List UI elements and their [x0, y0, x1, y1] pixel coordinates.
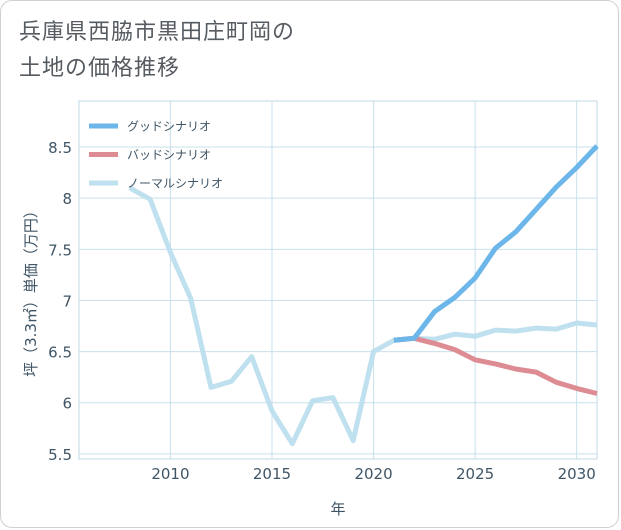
series-line-2	[393, 335, 598, 396]
y-tick-label: 7.5	[48, 241, 72, 259]
series-group	[128, 144, 599, 447]
y-tick-label: 5.5	[48, 446, 72, 464]
x-tick-label: 2030	[558, 465, 596, 483]
y-axis-ticks: 5.5 6 6.5 7 7.5 8 8.5	[48, 139, 72, 464]
title-line-1: 兵庫県西脇市黒田庄町岡の	[19, 20, 296, 45]
x-tick-label: 2025	[456, 465, 494, 483]
x-tick-label: 2015	[253, 465, 291, 483]
series-line-3	[128, 185, 598, 447]
page-title: 兵庫県西脇市黒田庄町岡の 土地の価格推移	[19, 15, 579, 87]
x-axis-label: 年	[330, 500, 345, 518]
legend-label-2: バッドシナリオ	[127, 148, 211, 162]
x-tick-label: 2010	[151, 465, 189, 483]
y-tick-label: 6	[62, 395, 72, 413]
plot-area	[78, 100, 598, 460]
y-axis-label: 坪（3.3㎡）単価（万円）	[22, 203, 40, 377]
legend-label-3: ノーマルシナリオ	[127, 177, 223, 191]
y-tick-label: 8.5	[48, 139, 72, 157]
x-tick-label: 2020	[354, 465, 392, 483]
x-axis-ticks: 2010 2015 2020 2025 2030	[151, 465, 595, 483]
y-tick-label: 7	[62, 292, 72, 310]
title-line-2: 土地の価格推移	[19, 56, 181, 81]
legend-label-1: グッドシナリオ	[127, 120, 211, 134]
series-line-1	[393, 144, 599, 343]
y-tick-label: 6.5	[48, 344, 72, 362]
y-tick-label: 8	[62, 190, 72, 208]
